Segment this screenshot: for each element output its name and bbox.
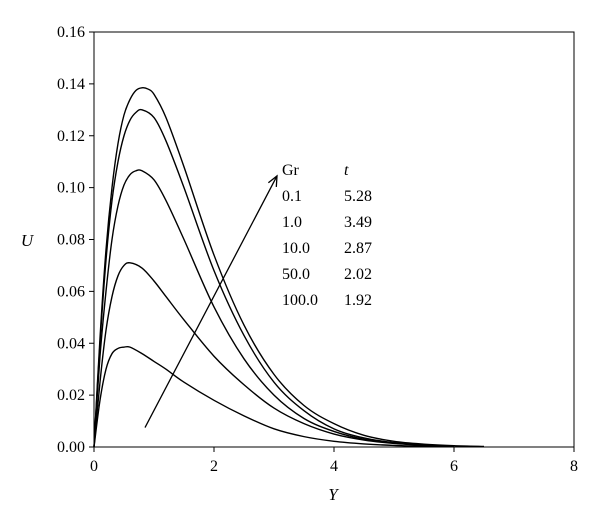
legend-header-gr: Gr	[282, 162, 300, 179]
legend-row-t: 1.92	[344, 292, 372, 309]
x-tick-label: 2	[210, 458, 218, 475]
y-tick-label: 0.14	[57, 76, 85, 93]
legend-row-gr: 1.0	[282, 214, 302, 231]
x-tick-label: 6	[450, 458, 458, 475]
series-layer	[93, 87, 485, 448]
plot-area	[93, 31, 575, 448]
legend-row-gr: 10.0	[282, 240, 310, 257]
y-tick-label: 0.04	[57, 335, 85, 352]
legend-row-gr: 100.0	[282, 292, 318, 309]
legend-row-gr: 50.0	[282, 266, 310, 283]
y-tick-label: 0.12	[57, 128, 85, 145]
legend-row-t: 2.87	[344, 240, 372, 257]
series-line-1	[93, 345, 455, 448]
trend-arrow	[144, 174, 278, 428]
series-line-2	[93, 262, 455, 448]
series-line-3	[93, 169, 455, 448]
arrow-head	[267, 174, 278, 187]
x-tick-label: 0	[90, 458, 98, 475]
y-tick-label: 0.16	[57, 24, 85, 41]
series-line-5	[93, 87, 485, 448]
legend-row-t: 2.02	[344, 266, 372, 283]
y-tick-label: 0.02	[57, 387, 85, 404]
legend-row-t: 3.49	[344, 214, 372, 231]
legend-row-gr: 0.1	[282, 188, 302, 205]
x-axis-title: Y	[328, 485, 339, 504]
arrow-shaft	[144, 175, 278, 428]
legend-header-t: t	[344, 162, 349, 179]
y-axis-title: U	[21, 231, 35, 250]
x-tick-label: 4	[330, 458, 338, 475]
legend-table: Gr t 0.1 5.28 1.0 3.49 10.0 2.87 50.0 2.…	[282, 162, 372, 309]
y-tick-label: 0.00	[57, 439, 85, 456]
legend-row-t: 5.28	[344, 188, 372, 205]
x-tick-label: 8	[570, 458, 578, 475]
series-line-4	[93, 108, 455, 448]
y-tick-label: 0.08	[57, 232, 85, 249]
ticks-layer: 0.00 0.02 0.04 0.06 0.08 0.10 0.12 0.14 0.16 0 2 4 6…	[57, 24, 578, 475]
plot-border	[93, 31, 575, 448]
y-tick-label: 0.10	[57, 180, 85, 197]
y-tick-label: 0.06	[57, 283, 85, 300]
